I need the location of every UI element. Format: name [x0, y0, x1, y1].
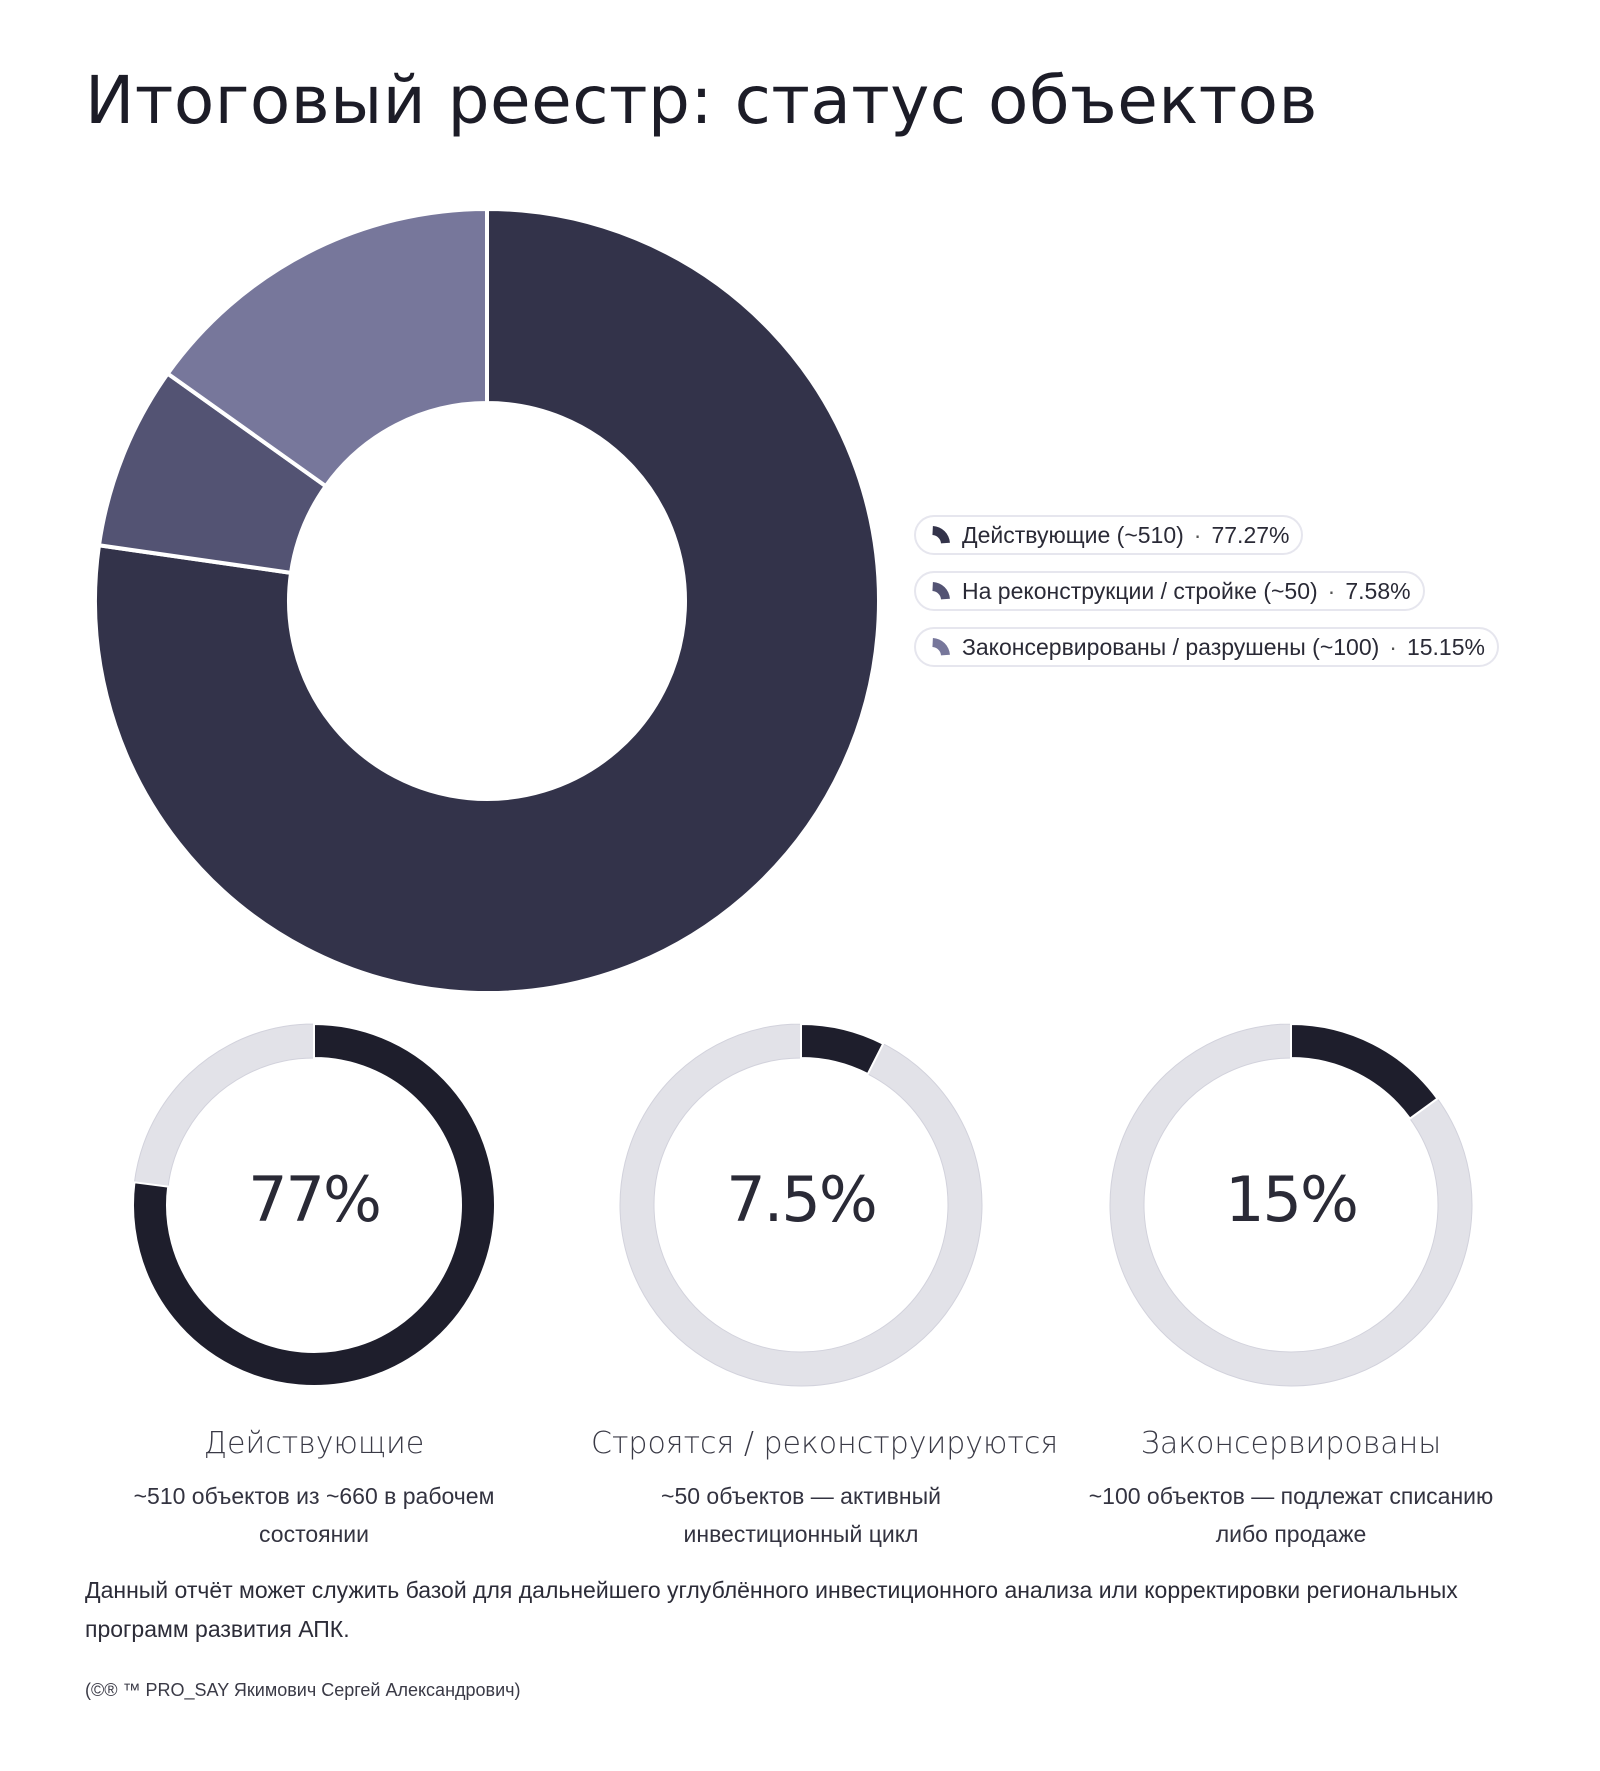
report-note: Данный отчёт может служить базой для дал… — [85, 1577, 1458, 1642]
legend-item-active[interactable]: Действующие (~510) · 77.27% — [914, 515, 1304, 555]
legend-separator: · — [1389, 633, 1397, 660]
ring-fill — [800, 1022, 885, 1076]
kpi-title: Законсервированы — [1140, 1426, 1442, 1461]
legend-item-mothballed[interactable]: Законсервированы / разрушены (~100) · 15… — [914, 627, 1499, 667]
kpi-title: Строятся / реконструируются — [591, 1426, 1059, 1461]
progress-ring — [132, 1022, 496, 1387]
legend-label: Действующие (~510) — [962, 521, 1184, 548]
pie-slice-icon — [932, 526, 950, 544]
page-title: Итоговый реестр: статус объектов — [85, 62, 1318, 139]
legend-label: На реконструкции / стройке (~50) — [962, 577, 1318, 604]
donut-slice-active[interactable] — [93, 207, 881, 995]
kpi-card-construction: 7.5% Строятся / реконструируются ~50 объ… — [591, 1020, 1059, 1553]
chart-legend: Действующие (~510) · 77.27% На реконстру… — [914, 515, 1499, 683]
kpi-description: ~510 объектов из ~660 в рабочем состояни… — [133, 1483, 495, 1547]
legend-separator: · — [1193, 521, 1202, 548]
kpi-value: 7.5% — [726, 1163, 878, 1236]
main-donut-chart — [93, 207, 881, 995]
kpi-value: 77% — [248, 1163, 382, 1236]
pie-slice-icon — [932, 582, 950, 600]
legend-separator: · — [1327, 577, 1336, 604]
legend-swatch — [932, 582, 950, 600]
kpi-card-mothballed: 15% Законсервированы ~100 объектов — под… — [1081, 1020, 1501, 1553]
legend-swatch — [932, 526, 950, 544]
ring-fill — [132, 1022, 496, 1387]
kpi-card-active: 77% Действующие ~510 объектов из ~660 в … — [104, 1020, 524, 1553]
copyright: (©® ™ PRO_SAY Якимович Сергей Александро… — [85, 1680, 521, 1700]
legend-item-reconstruction[interactable]: На реконструкции / стройке (~50) · 7.58% — [914, 571, 1425, 611]
legend-value: 77.27% — [1211, 521, 1290, 548]
ring-track — [1109, 1023, 1473, 1387]
legend-label: Законсервированы / разрушены (~100) — [962, 633, 1380, 660]
kpi-title: Действующие — [203, 1426, 425, 1461]
progress-ring — [619, 1022, 983, 1387]
kpi-description: ~100 объектов — подлежат списанию либо п… — [1088, 1483, 1494, 1547]
kpi-description: ~50 объектов — активный инвестиционный ц… — [661, 1483, 941, 1547]
pie-slice-icon — [932, 638, 950, 656]
ring-track — [619, 1023, 983, 1387]
legend-swatch — [932, 638, 950, 656]
legend-value: 7.58% — [1345, 577, 1411, 604]
legend-value: 15.15% — [1406, 633, 1485, 660]
kpi-value: 15% — [1225, 1163, 1359, 1236]
donut-slice-mothballed[interactable] — [165, 207, 489, 489]
progress-ring — [1109, 1022, 1473, 1387]
ring-fill — [1290, 1022, 1439, 1120]
